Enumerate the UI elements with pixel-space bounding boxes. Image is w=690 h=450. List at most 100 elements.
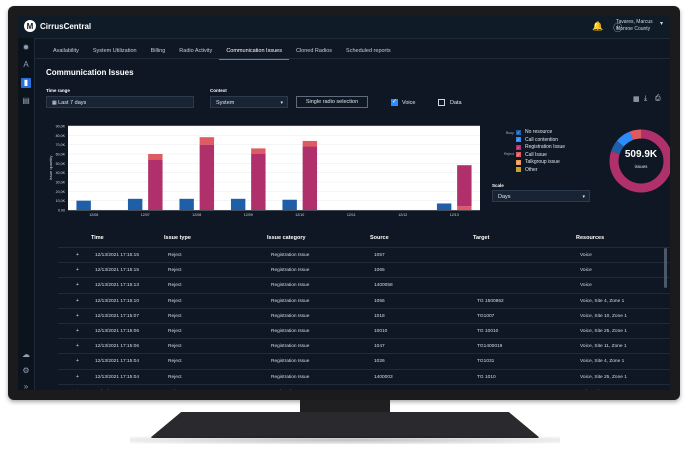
legend-item[interactable]: ✓ No resource: [516, 129, 552, 135]
bar-segment[interactable]: [148, 154, 163, 160]
user-menu[interactable]: Tavares, Marcus Monroe County ▾: [616, 19, 663, 33]
download-icon[interactable]: ⤓: [644, 95, 648, 102]
donut-segment[interactable]: [609, 129, 670, 193]
tab-system-utilization[interactable]: System Utilization: [92, 48, 137, 54]
export-icon[interactable]: ▦: [633, 96, 640, 103]
table-row[interactable]: +12/13/2021 17:15:13 Reject Registration I…: [58, 277, 670, 293]
expand-row-icon[interactable]: +: [76, 252, 79, 258]
table-cell: Voice: [580, 268, 592, 274]
expand-row-icon[interactable]: +: [76, 267, 79, 274]
table-cell: TG 10010: [477, 329, 499, 334]
bar-segment[interactable]: [457, 165, 472, 207]
table-row[interactable]: +12/13/2021 17:15:04 Reject Registration I…: [58, 368, 670, 385]
x-tick-label: 12/08: [192, 213, 201, 217]
expand-row-icon[interactable]: +: [76, 343, 79, 350]
col-issue-type[interactable]: Issue type: [164, 235, 191, 241]
context-select[interactable]: System ▾: [210, 96, 288, 108]
tab-scheduled-reports[interactable]: Scheduled reports: [346, 48, 391, 54]
bell-icon[interactable]: 🔔: [592, 21, 604, 31]
expand-row-icon[interactable]: +: [76, 373, 79, 380]
col-resources[interactable]: Resources: [576, 235, 605, 241]
info-icon[interactable]: ⓘ: [613, 23, 623, 33]
table-row[interactable]: +12/13/2021 17:15:07 Reject Registration I…: [58, 307, 670, 324]
bar-no-resource[interactable]: [76, 200, 91, 210]
bar-segment[interactable]: [148, 159, 163, 210]
tab-billing[interactable]: Billing: [150, 48, 166, 54]
context-label: Context: [210, 88, 227, 93]
y-tick-label: 70,0K: [56, 143, 66, 147]
table-cell: Voice, Site 10, Zone 1: [580, 313, 627, 319]
table-row[interactable]: +12/13/2021 17:15:15 Reject Registration I…: [58, 247, 670, 263]
voice-checkbox[interactable]: ✓: [391, 99, 398, 106]
gear-icon[interactable]: ⚙: [22, 366, 30, 375]
expand-row-icon[interactable]: +: [76, 389, 79, 390]
legend-checkbox[interactable]: ✓: [516, 144, 521, 150]
table-row[interactable]: +12/13/2021 17:15:10 Reject Registration I…: [58, 292, 670, 309]
table-cell: Voice, Site 4, Zone 1: [580, 298, 625, 304]
tab-cloned-radios[interactable]: Cloned Radios: [295, 48, 333, 54]
legend-item[interactable]: ✓ Registration Issue: [516, 144, 565, 150]
col-time[interactable]: Time: [91, 235, 104, 241]
expand-icon[interactable]: »: [23, 382, 29, 390]
legend-item[interactable]: ✓ Call Issue: [516, 152, 547, 158]
scale-select[interactable]: Days ▾: [492, 190, 590, 202]
chevron-down-icon: ▾: [280, 100, 283, 106]
expand-row-icon[interactable]: +: [76, 312, 79, 319]
expand-row-icon[interactable]: +: [76, 328, 79, 334]
col-target[interactable]: Target: [473, 235, 490, 241]
bar-segment[interactable]: [251, 154, 266, 210]
legend-checkbox[interactable]: ✓: [516, 129, 521, 135]
table-cell: Reject: [168, 283, 182, 289]
bar-segment[interactable]: [302, 146, 318, 210]
bar-segment[interactable]: [199, 137, 215, 145]
text-icon[interactable]: A: [23, 60, 29, 69]
table-row[interactable]: +12/13/2021 17:15:04 Reject Registration I…: [58, 353, 670, 369]
issues-donut-chart: [609, 129, 670, 193]
bar-no-resource[interactable]: [179, 198, 194, 210]
legend-item[interactable]: Other: [516, 167, 538, 173]
table-row[interactable]: +12/13/2021 17:15:15 Reject Registration I…: [58, 262, 670, 278]
data-checkbox[interactable]: [438, 99, 445, 106]
table-row[interactable]: +12/13/2021 17:15:06 Reject Registration I…: [58, 338, 670, 354]
legend-item[interactable]: ✓ Talkgroup issue: [516, 159, 560, 165]
bar-segment[interactable]: [251, 148, 266, 154]
table-row[interactable]: +12/13/2021 17:15:06 Reject Registration I…: [58, 323, 670, 339]
table-cell: Voice, Site 25, Zone 1: [580, 374, 627, 380]
bar-no-resource[interactable]: [282, 199, 297, 210]
y-tick-label: 90,0K: [56, 125, 66, 129]
chart-icon[interactable]: ▮: [21, 78, 31, 88]
bar-no-resource[interactable]: [230, 198, 246, 210]
tab-availability[interactable]: Availability: [53, 48, 79, 54]
radio-icon[interactable]: ✹: [22, 43, 30, 52]
col-source[interactable]: Source: [370, 235, 389, 241]
brand[interactable]: M CirrusCentral: [24, 20, 91, 32]
legend-checkbox[interactable]: ✓: [516, 137, 521, 142]
time-range-select[interactable]: ▦ Last 7 days: [46, 96, 194, 108]
table-scrollbar[interactable]: [664, 248, 667, 288]
table-row[interactable]: +12/13/2021 17:15:00RejectRegistration I…: [58, 383, 670, 390]
report-icon[interactable]: ▤: [22, 96, 30, 105]
bar-segment[interactable]: [199, 144, 215, 210]
table-cell: Reject: [168, 298, 182, 304]
table-header: Time Issue type Issue category Source Ta…: [34, 232, 670, 246]
bar-segment[interactable]: [302, 140, 318, 147]
cloud-icon[interactable]: ☁: [22, 350, 30, 359]
single-radio-selection-button[interactable]: Single radio selection: [296, 96, 368, 108]
bar-no-resource[interactable]: [436, 203, 452, 210]
legend-label: Registration Issue: [525, 144, 566, 150]
legend-checkbox[interactable]: [516, 167, 521, 172]
legend-checkbox[interactable]: ✓: [516, 159, 521, 165]
tab-radio-activity[interactable]: Radio Activity: [179, 48, 213, 54]
expand-row-icon[interactable]: +: [76, 297, 79, 304]
expand-row-icon[interactable]: +: [76, 282, 79, 289]
expand-row-icon[interactable]: +: [76, 358, 79, 365]
print-icon[interactable]: ⎙: [655, 95, 661, 102]
legend-checkbox[interactable]: ✓: [516, 152, 521, 157]
legend-item[interactable]: ✓ Call contention: [516, 137, 558, 143]
col-issue-category[interactable]: Issue category: [267, 235, 306, 241]
tab-communication-issues[interactable]: Communication Issues: [219, 46, 289, 60]
table-cell: Registration Issue: [271, 298, 310, 304]
bar-segment[interactable]: [457, 206, 472, 210]
y-tick-label: 80,0K: [56, 134, 66, 138]
bar-no-resource[interactable]: [127, 198, 143, 210]
